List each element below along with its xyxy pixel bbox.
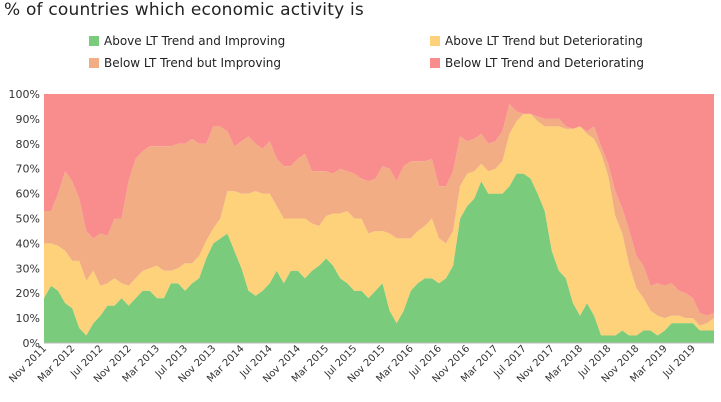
area-series-3 [44, 103, 714, 326]
y-tick-label: 70% [16, 163, 40, 176]
y-tick-label: 10% [16, 312, 40, 325]
y-tick-label: 100% [9, 88, 40, 101]
y-tick-label: 60% [16, 188, 40, 201]
y-tick-label: 90% [16, 113, 40, 126]
y-tick-label: 40% [16, 237, 40, 250]
legend-swatch-1 [89, 36, 99, 46]
legend-item-4: Below LT Trend and Deteriorating [430, 56, 644, 70]
legend-label-4: Below LT Trend and Deteriorating [445, 56, 645, 70]
y-tick-label: 20% [16, 287, 40, 300]
legend-item-1: Above LT Trend and Improving [89, 34, 285, 48]
y-tick-label: 50% [16, 213, 40, 226]
legend-label-2: Above LT Trend but Deteriorating [445, 34, 643, 48]
area-series-2 [44, 113, 714, 336]
area-series-1 [44, 173, 714, 343]
legend-label-3: Below LT Trend but Improving [104, 56, 282, 70]
chart-title: % of countries which economic activity i… [4, 0, 364, 20]
legend-swatch-2 [430, 36, 440, 46]
y-tick-label: 0% [23, 337, 40, 350]
legend-label-1: Above LT Trend and Improving [104, 34, 286, 48]
legend-swatch-4 [430, 58, 440, 68]
area-series-4 [44, 94, 714, 316]
legend-swatch-3 [89, 58, 99, 68]
y-tick-label: 30% [16, 262, 40, 275]
legend-item-3: Below LT Trend but Improving [89, 56, 281, 70]
y-tick-label: 80% [16, 138, 40, 151]
legend-item-2: Above LT Trend but Deteriorating [430, 34, 643, 48]
